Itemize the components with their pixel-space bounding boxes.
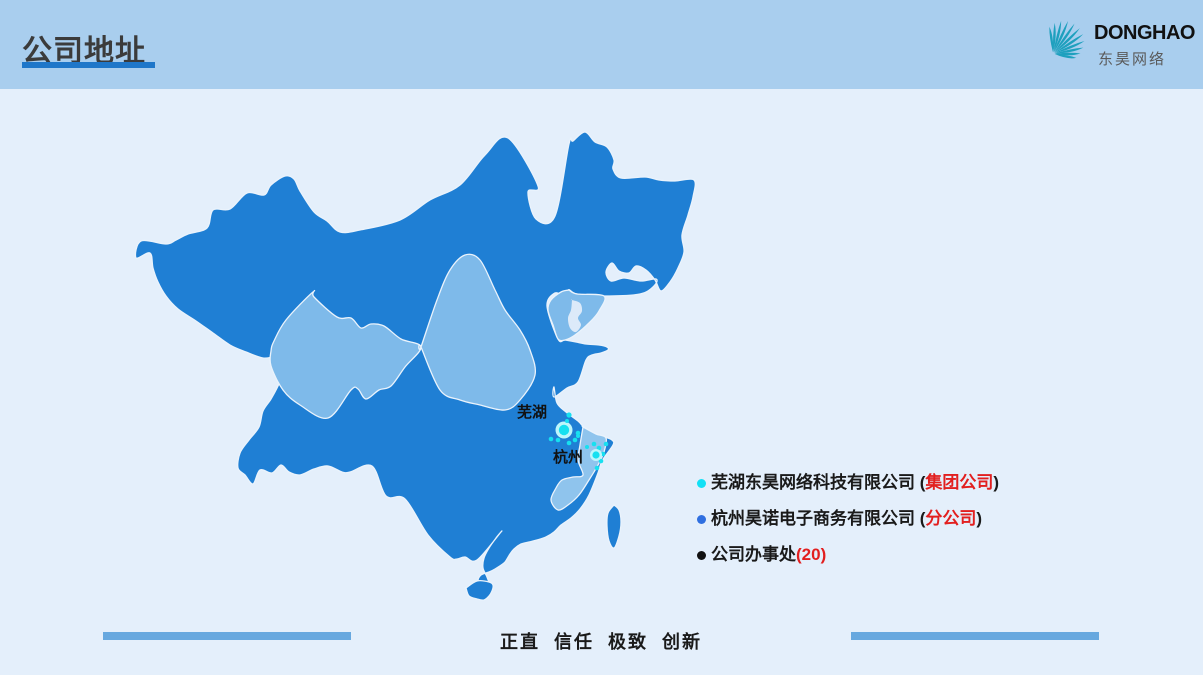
svg-text:芜湖: 芜湖 bbox=[517, 403, 547, 421]
svg-text:杭州: 杭州 bbox=[553, 448, 583, 466]
